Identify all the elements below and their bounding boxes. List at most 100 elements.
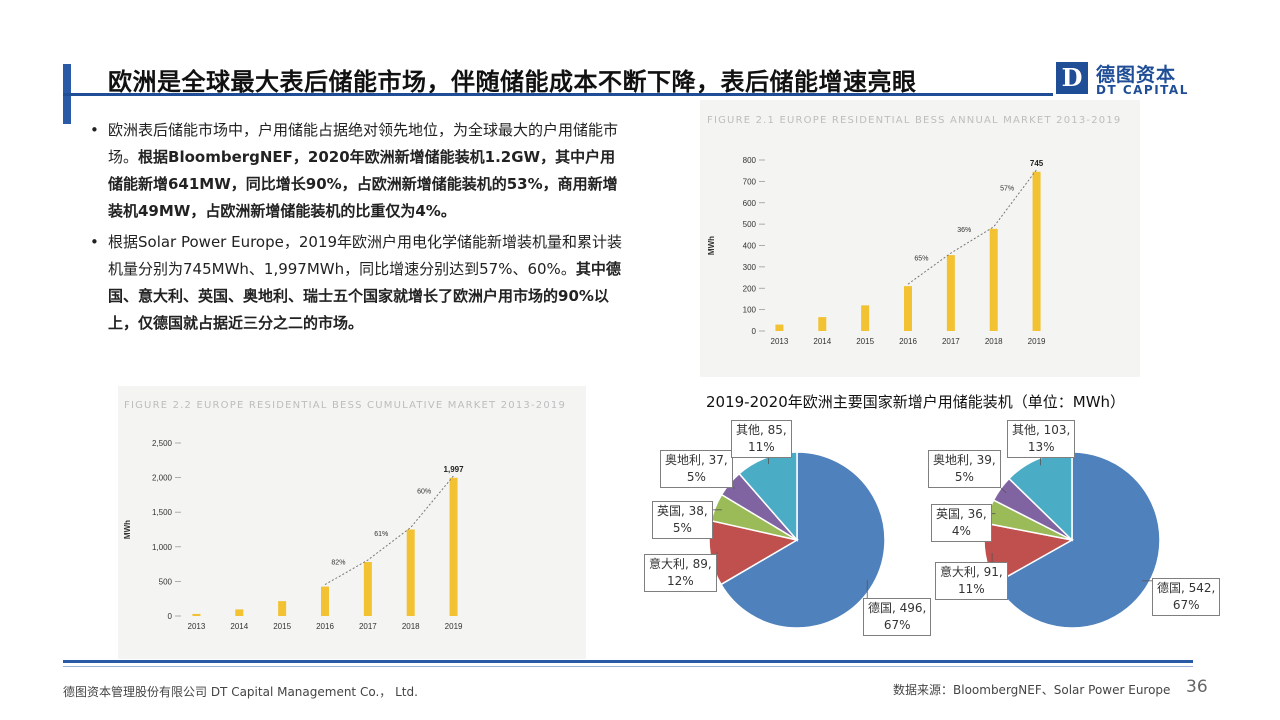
pie-label-percent: 5% (672, 521, 692, 535)
y-tick-label: 800 (743, 156, 757, 165)
pie-label-percent: 13% (1027, 440, 1055, 454)
y-tick-label: 200 (743, 284, 757, 293)
pie-slice-label: 其他, 85, 11% (731, 420, 792, 458)
x-tick-label: 2015 (273, 622, 291, 631)
footer-company: 德图资本管理股份有限公司 DT Capital Management Co.， … (63, 685, 418, 699)
y-tick-label: 100 (743, 306, 757, 315)
bullet-2-text: 根据Solar Power Europe，2019年欧洲户用电化学储能新增装机量… (108, 233, 623, 278)
page-title: 欧洲是全球最大表后储能市场，伴随储能成本不断下降，表后储能增速亮眼 (108, 68, 917, 96)
bar-value-label: 1,997 (444, 465, 465, 474)
growth-label: 60% (417, 489, 431, 496)
bar (1032, 171, 1041, 331)
pie-slice (720, 451, 886, 629)
leader-line (1000, 487, 1007, 494)
bar (406, 529, 415, 616)
y-tick-label: 300 (743, 263, 757, 272)
pie-label-name-value: 英国, 38, (657, 504, 708, 518)
pie-label-name-value: 意大利, 89, (649, 557, 712, 571)
title-underline (63, 93, 1053, 96)
x-tick-label: 2018 (985, 337, 1003, 346)
pie-charts (708, 451, 1161, 629)
pie-label-name-value: 德国, 542, (1157, 581, 1216, 595)
y-tick-label: 1,000 (152, 543, 173, 552)
pie-label-name-value: 其他, 85, (736, 423, 787, 437)
growth-label: 57% (1000, 185, 1014, 192)
y-axis-label: MWh (123, 520, 132, 539)
pie-label-percent: 5% (686, 470, 706, 484)
x-tick-label: 2019 (445, 622, 463, 631)
x-tick-label: 2014 (230, 622, 248, 631)
y-tick-label: 700 (743, 177, 757, 186)
cumulative-chart-panel: FIGURE 2.2 EUROPE RESIDENTIAL BESS CUMUL… (118, 386, 586, 659)
y-tick-label: 2,500 (152, 439, 173, 448)
pie-slice-label: 德国, 542, 67% (1152, 578, 1221, 616)
y-tick-label: 500 (159, 577, 173, 586)
cumulative-bar-chart: MWh 0 500 1,000 1,500 2,000 2,500 2013 2014 2015 2… (123, 439, 465, 631)
pie-slice-label: 其他, 103, 13% (1007, 420, 1076, 458)
bar (363, 562, 372, 616)
y-tick-label: 0 (168, 612, 173, 621)
pie-slice-label: 英国, 38, 5% (652, 501, 713, 539)
growth-label: 36% (957, 227, 971, 234)
footer-source: 数据来源：BloombergNEF、Solar Power Europe (893, 683, 1171, 697)
pie-label-percent: 67% (1172, 598, 1200, 612)
x-tick-label: 2016 (899, 337, 917, 346)
footer-divider-thin (63, 666, 1193, 667)
pie-label-name-value: 英国, 36, (936, 507, 987, 521)
growth-label: 65% (914, 256, 928, 263)
pie-label-percent: 11% (748, 440, 775, 454)
x-tick-label: 2019 (1028, 337, 1046, 346)
pie-slice-label: 奥地利, 39, 5% (928, 450, 1001, 488)
bar-value-label: 745 (1030, 159, 1044, 168)
bar (861, 305, 870, 331)
bullet-item-1: 欧洲表后储能市场中，户用储能占据绝对领先地位，为全球最大的户用储能市场。根据Bl… (90, 117, 630, 225)
x-tick-label: 2016 (316, 622, 334, 631)
pie-label-percent: 12% (667, 574, 694, 588)
bar (321, 586, 329, 616)
pie-slice (994, 451, 1161, 629)
bullet-1-bold-text: 根据BloombergNEF，2020年欧洲新增储能装机1.2GW，其中户用储能… (108, 148, 618, 220)
bar (278, 601, 287, 616)
cumulative-chart-title: FIGURE 2.2 EUROPE RESIDENTIAL BESS CUMUL… (124, 400, 567, 411)
growth-label: 61% (374, 531, 388, 538)
y-axis-label: MWh (707, 236, 716, 255)
pie-charts-title: 2019-2020年欧洲主要国家新增户用储能装机（单位：MWh） (706, 393, 1126, 411)
x-tick-label: 2014 (813, 337, 831, 346)
pie-label-name-value: 德国, 496, (868, 601, 927, 615)
pie-label-name-value: 奥地利, 37, (665, 453, 728, 467)
bar (235, 609, 244, 616)
pie-slice-label: 意大利, 89, 12% (644, 554, 717, 592)
y-tick-label: 500 (743, 220, 757, 229)
bullet-item-2: 根据Solar Power Europe，2019年欧洲户用电化学储能新增装机量… (90, 229, 630, 337)
pie-slice-label: 奥地利, 37, 5% (660, 450, 733, 488)
growth-trend-line (907, 169, 1037, 285)
pie-slice-label: 英国, 36, 4% (931, 504, 992, 542)
x-tick-label: 2017 (359, 622, 377, 631)
bullet-1-text: 欧洲表后储能市场中，户用储能占据绝对领先地位，为全球最大的户用储能市场。 (108, 121, 619, 166)
bar (449, 477, 458, 616)
x-tick-label: 2018 (402, 622, 420, 631)
y-tick-label: 400 (743, 242, 757, 251)
logo-english-name: DT CAPITAL (1096, 83, 1189, 97)
y-tick-label: 1,500 (152, 508, 173, 517)
growth-label: 82% (331, 559, 345, 566)
bar (775, 324, 784, 331)
bar (989, 228, 998, 331)
pie-label-percent: 5% (954, 470, 974, 484)
pie-slice-label: 德国, 496, 67% (863, 598, 932, 636)
annual-chart-panel: FIGURE 2.1 EUROPE RESIDENTIAL BESS ANNUA… (700, 100, 1140, 377)
growth-trend-line (324, 475, 454, 586)
x-tick-label: 2017 (942, 337, 960, 346)
footer-divider (63, 660, 1193, 663)
logo-chinese-name: 德图资本 (1096, 64, 1177, 86)
pie-label-percent: 11% (958, 582, 985, 596)
bullet-2-bold-text: 其中德国、意大利、英国、奥地利、瑞士五个国家就增长了欧洲户用市场的90%以上，仅… (108, 260, 621, 332)
annual-bar-chart: MWh 0 100 200 300 400 500 600 700 800 2013 2014 2015… (707, 156, 1046, 346)
bar (904, 286, 912, 331)
page-number: 36 (1186, 677, 1208, 697)
pie-label-name-value: 奥地利, 39, (933, 453, 996, 467)
bar (192, 613, 201, 616)
pie-slice-label: 意大利, 91, 11% (935, 562, 1008, 600)
logo-mark-icon: D (1056, 62, 1088, 94)
x-tick-label: 2015 (856, 337, 874, 346)
